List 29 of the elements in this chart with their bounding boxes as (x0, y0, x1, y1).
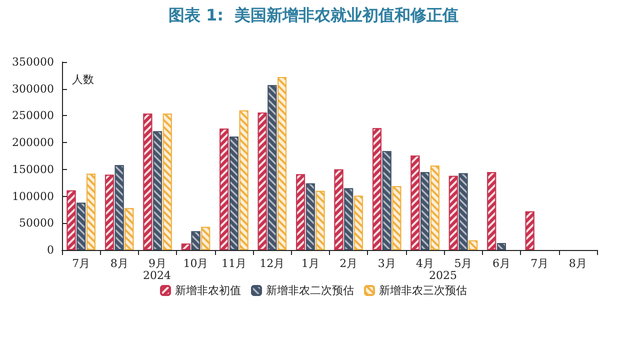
chart-title: 图表 1: 美国新增非农就业初值和修正值 (168, 6, 459, 24)
y-tick-label: 200000 (12, 136, 54, 150)
legend-label: 新增非农二次预估 (266, 284, 354, 297)
x-tick-label: 11月 (221, 257, 246, 270)
legend-label: 新增非农三次预估 (379, 284, 467, 297)
y-tick-label: 250000 (12, 109, 54, 122)
y-axis-title: 人数 (72, 73, 94, 86)
y-tick-label: 100000 (12, 190, 54, 203)
x-tick-label: 9月 (148, 257, 167, 270)
text: 2025 (429, 269, 457, 282)
x-tick-label: 7月 (530, 257, 549, 270)
y-tick-label: 350000 (12, 56, 54, 68)
y-tick-label: 300000 (12, 82, 54, 96)
y-tick-label: 150000 (12, 162, 54, 176)
x-tick-label: 4月 (416, 257, 434, 270)
y-tick-label: 0 (47, 244, 54, 256)
legend-label: 新增非农初值 (175, 284, 241, 297)
x-tick-label: 2月 (340, 257, 358, 270)
x-tick-label: 8月 (568, 257, 587, 270)
x-tick-label: 10月 (183, 257, 208, 270)
x-tick-label: 5月 (454, 257, 472, 270)
text: 2024 (143, 269, 171, 282)
x-tick-label: 7月 (72, 257, 90, 270)
x-tick-label: 8月 (110, 257, 128, 270)
x-tick-label: 6月 (492, 257, 510, 270)
x-tick-label: 12月 (260, 257, 285, 270)
x-tick-label: 1月 (301, 257, 320, 270)
y-tick-label: 50000 (19, 216, 54, 230)
x-tick-label: 3月 (378, 257, 396, 270)
